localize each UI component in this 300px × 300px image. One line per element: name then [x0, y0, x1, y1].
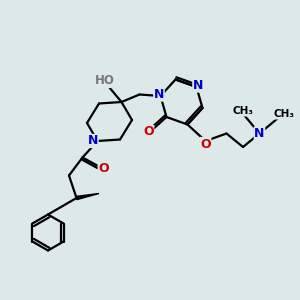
Polygon shape	[76, 194, 99, 200]
Text: O: O	[200, 137, 211, 151]
Text: N: N	[193, 79, 203, 92]
Text: N: N	[254, 127, 265, 140]
Text: N: N	[154, 88, 164, 101]
Text: O: O	[98, 161, 109, 175]
Text: HO: HO	[95, 74, 115, 88]
Text: CH₃: CH₃	[273, 109, 294, 119]
Text: O: O	[143, 125, 154, 139]
Text: N: N	[88, 134, 98, 148]
Text: CH₃: CH₃	[232, 106, 254, 116]
